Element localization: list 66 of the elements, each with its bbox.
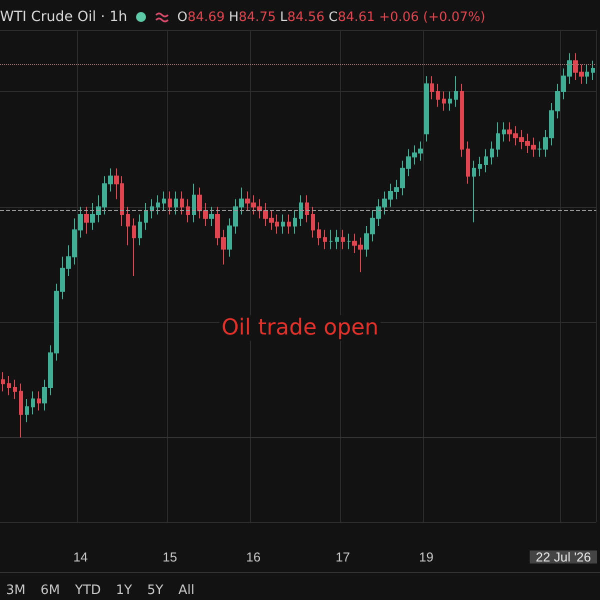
candlestick xyxy=(466,140,470,184)
text: All xyxy=(178,583,194,598)
candlestick xyxy=(460,83,464,158)
candlestick xyxy=(132,218,136,276)
candlestick xyxy=(156,194,160,215)
text: 5Y xyxy=(147,583,164,598)
candlestick xyxy=(430,76,434,100)
annotation: Oil trade open xyxy=(221,316,379,340)
candlestick xyxy=(13,379,17,400)
candlestick xyxy=(424,76,429,142)
candlestick xyxy=(591,60,595,80)
candlestick xyxy=(19,383,23,438)
candlestick xyxy=(329,229,333,250)
candlestick xyxy=(192,183,196,223)
candlestick xyxy=(436,83,440,108)
x-tick-label: 17 xyxy=(336,550,350,564)
candlestick xyxy=(496,122,500,158)
candlestick xyxy=(186,198,190,223)
candlestick xyxy=(335,229,339,250)
candlestick xyxy=(484,148,488,173)
candlestick xyxy=(144,202,148,230)
candlestick xyxy=(197,187,202,219)
candlestick xyxy=(293,210,297,234)
text: 3M xyxy=(6,583,26,598)
candlestick xyxy=(448,91,452,112)
candlestick xyxy=(287,214,291,234)
candlestick xyxy=(317,222,321,246)
candlestick xyxy=(305,194,309,223)
candlestick xyxy=(347,233,351,250)
candlestick xyxy=(585,64,589,84)
x-tick-label: 15 xyxy=(162,550,178,564)
text: 6M xyxy=(40,583,60,598)
candlestick xyxy=(478,156,482,177)
candlestick xyxy=(1,372,5,392)
candlestick xyxy=(203,202,208,227)
candlestick xyxy=(162,190,166,212)
text: YTD xyxy=(75,583,101,598)
candlestick xyxy=(84,206,89,234)
x-tick-label: 22 Jul '26 xyxy=(536,550,592,564)
candlestick xyxy=(209,206,214,227)
chart-title: WTI Crude Oil · 1h xyxy=(0,9,128,25)
candlestick xyxy=(138,214,142,246)
candlestick xyxy=(180,190,184,215)
candlestick xyxy=(502,122,506,142)
candlestick xyxy=(126,206,130,246)
x-tick-label: 16 xyxy=(246,550,261,564)
candlestick xyxy=(454,76,458,108)
text: 1Y xyxy=(116,583,132,598)
x-tick-label: 14 xyxy=(73,550,88,564)
candlestick xyxy=(311,206,315,238)
candlestick xyxy=(442,91,446,112)
candlestick xyxy=(31,390,35,415)
candlestick xyxy=(341,229,345,250)
candlestick xyxy=(299,194,303,227)
candlestick xyxy=(7,375,11,396)
candlestick xyxy=(37,390,41,412)
candlestick xyxy=(281,214,285,234)
candlestick xyxy=(150,198,154,219)
candlestick xyxy=(472,160,476,223)
candlestick xyxy=(174,190,178,215)
candlestick xyxy=(323,229,327,250)
text: O84.69 H84.75 L84.56 C84.61 +0.06 (+0.07%) xyxy=(177,10,486,24)
candlestick xyxy=(168,190,172,215)
x-tick-label: 19 xyxy=(419,550,434,564)
candlestick xyxy=(490,140,494,166)
candlestick xyxy=(25,398,29,423)
